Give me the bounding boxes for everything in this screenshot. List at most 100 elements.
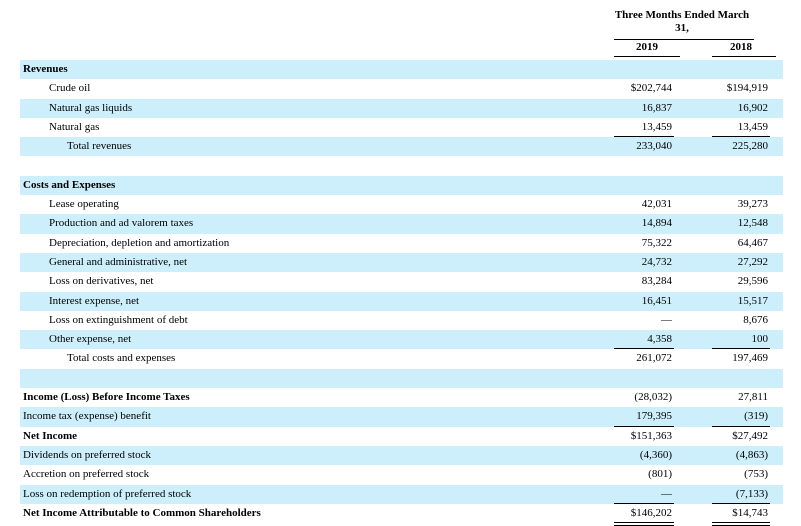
value-2019: (4,360) bbox=[639, 448, 672, 461]
value-2018: 16,902 bbox=[737, 101, 768, 114]
row-label: Depreciation, depletion and amortization bbox=[49, 236, 230, 249]
row-label: General and administrative, net bbox=[49, 255, 188, 268]
value-2018: 197,469 bbox=[732, 352, 768, 365]
table-row: Income tax (expense) benefit 179,395 (319) bbox=[20, 407, 783, 427]
row-label: Accretion on preferred stock bbox=[23, 468, 150, 481]
row-label: Total revenues bbox=[67, 140, 132, 153]
table-row: Interest expense, net 16,451 15,517 bbox=[20, 291, 783, 311]
value-2018: 27,292 bbox=[737, 255, 768, 268]
table-row: Accretion on preferred stock (801) (753) bbox=[20, 465, 783, 484]
row-label: Revenues bbox=[23, 63, 68, 75]
row-label: Interest expense, net bbox=[49, 294, 140, 307]
table-row: Costs and Expenses bbox=[20, 175, 783, 196]
column-header-2019: 2019 bbox=[636, 41, 658, 53]
value-2018: 12,548 bbox=[737, 217, 768, 230]
value-2019: $202,744 bbox=[630, 82, 672, 95]
subtotal-rule bbox=[614, 425, 674, 427]
value-2019: 16,837 bbox=[641, 101, 672, 114]
table-row: Dividends on preferred stock (4,360) (4,86… bbox=[20, 445, 783, 466]
row-label: Loss on derivatives, net bbox=[49, 275, 154, 288]
value-2018: 29,596 bbox=[737, 275, 768, 288]
row-label: Loss on extinguishment of debt bbox=[49, 313, 188, 326]
value-2018: 39,273 bbox=[737, 198, 768, 211]
table-row: Revenues bbox=[20, 60, 783, 80]
subtotal-rule bbox=[712, 348, 770, 350]
value-2018: (753) bbox=[744, 468, 768, 481]
table-row: Income (Loss) Before Income Taxes (28,032… bbox=[20, 388, 783, 407]
value-2019: $151,363 bbox=[630, 429, 672, 442]
value-2019: 233,040 bbox=[636, 140, 672, 153]
column-header-period: Three Months Ended March 31, bbox=[614, 9, 750, 34]
value-2018: 27,811 bbox=[738, 391, 768, 404]
value-2018: (4,863) bbox=[735, 448, 768, 461]
value-2019: 42,031 bbox=[641, 198, 672, 211]
table-row bbox=[20, 156, 783, 175]
value-2018: 100 bbox=[751, 333, 769, 346]
row-label: Natural gas liquids bbox=[49, 101, 133, 114]
value-2019: 4,358 bbox=[647, 333, 672, 346]
row-label: Costs and Expenses bbox=[23, 178, 116, 191]
row-label: Production and ad valorem taxes bbox=[49, 217, 194, 230]
row-label: Other expense, net bbox=[49, 333, 132, 346]
value-2018: 13,459 bbox=[737, 120, 768, 133]
table-row: Loss on redemption of preferred stock — (7… bbox=[20, 484, 783, 504]
value-2018: 8,676 bbox=[743, 313, 768, 326]
value-2019: 75,322 bbox=[641, 236, 672, 249]
row-label: Income tax (expense) benefit bbox=[23, 410, 151, 423]
table-row: Total revenues 233,040 225,280 bbox=[20, 137, 783, 157]
column-header-2018: 2018 bbox=[730, 41, 752, 53]
table-row: Net Income $151,363 $27,492 bbox=[20, 427, 783, 446]
row-label: Total costs and expenses bbox=[67, 352, 176, 365]
table-row: Natural gas liquids 16,837 16,902 bbox=[20, 98, 783, 118]
value-2018: (319) bbox=[744, 410, 768, 423]
row-label: Income (Loss) Before Income Taxes bbox=[23, 391, 190, 404]
subtotal-rule bbox=[614, 348, 674, 350]
subtotal-rule bbox=[614, 136, 674, 138]
value-2019: — bbox=[661, 313, 672, 326]
value-2019: 83,284 bbox=[641, 275, 672, 288]
table-row: Lease operating 42,031 39,273 bbox=[20, 195, 783, 214]
table-row: Crude oil $202,744 $194,919 bbox=[20, 79, 783, 98]
value-2019: (801) bbox=[648, 468, 672, 481]
subtotal-rule bbox=[712, 136, 770, 138]
row-label: Crude oil bbox=[49, 82, 91, 95]
table-row: General and administrative, net 24,732 27,… bbox=[20, 252, 783, 273]
subtotal-rule bbox=[712, 425, 770, 427]
value-2019: 24,732 bbox=[641, 255, 672, 268]
header-divider bbox=[614, 39, 754, 40]
subtotal-rule bbox=[712, 502, 770, 504]
table-row: Loss on extinguishment of debt — 8,676 bbox=[20, 311, 783, 330]
value-2019: $146,202 bbox=[630, 506, 672, 519]
table-row: Total costs and expenses 261,072 197,469 bbox=[20, 349, 783, 368]
income-statement-table: Revenues Crude oil $202,744 $194,919 Natural… bbox=[20, 60, 783, 526]
value-2018: (7,133) bbox=[735, 487, 768, 500]
column-underline-2018 bbox=[712, 56, 776, 57]
value-2018: 64,467 bbox=[737, 236, 768, 249]
value-2018: $27,492 bbox=[732, 429, 768, 442]
value-2019: 179,395 bbox=[636, 410, 672, 423]
value-2018: $194,919 bbox=[726, 82, 768, 95]
table-row: Loss on derivatives, net 83,284 29,596 bbox=[20, 272, 783, 291]
value-2019: — bbox=[661, 487, 672, 500]
row-label: Loss on redemption of preferred stock bbox=[23, 487, 192, 500]
subtotal-rule bbox=[614, 502, 674, 504]
row-label: Dividends on preferred stock bbox=[23, 448, 151, 461]
row-label: Net Income bbox=[23, 429, 78, 442]
subtotal-rule bbox=[614, 522, 674, 524]
table-row bbox=[20, 368, 783, 389]
value-2018: 15,517 bbox=[737, 294, 768, 307]
row-label: Lease operating bbox=[49, 198, 119, 211]
table-row: Natural gas 13,459 13,459 bbox=[20, 118, 783, 138]
subtotal-rule bbox=[712, 522, 770, 524]
value-2019: 261,072 bbox=[636, 352, 672, 365]
row-label: Natural gas bbox=[49, 120, 100, 133]
table-row: Depreciation, depletion and amortization… bbox=[20, 234, 783, 253]
table-row: Net Income Attributable to Common Shareh… bbox=[20, 504, 783, 526]
value-2019: (28,032) bbox=[634, 391, 672, 404]
value-2018: 225,280 bbox=[732, 140, 768, 153]
table-row: Other expense, net 4,358 100 bbox=[20, 330, 783, 350]
value-2019: 13,459 bbox=[641, 120, 672, 133]
table-row: Production and ad valorem taxes 14,894 12,… bbox=[20, 214, 783, 234]
row-label: Net Income Attributable to Common Shareh… bbox=[23, 506, 261, 519]
value-2019: 14,894 bbox=[641, 217, 672, 230]
